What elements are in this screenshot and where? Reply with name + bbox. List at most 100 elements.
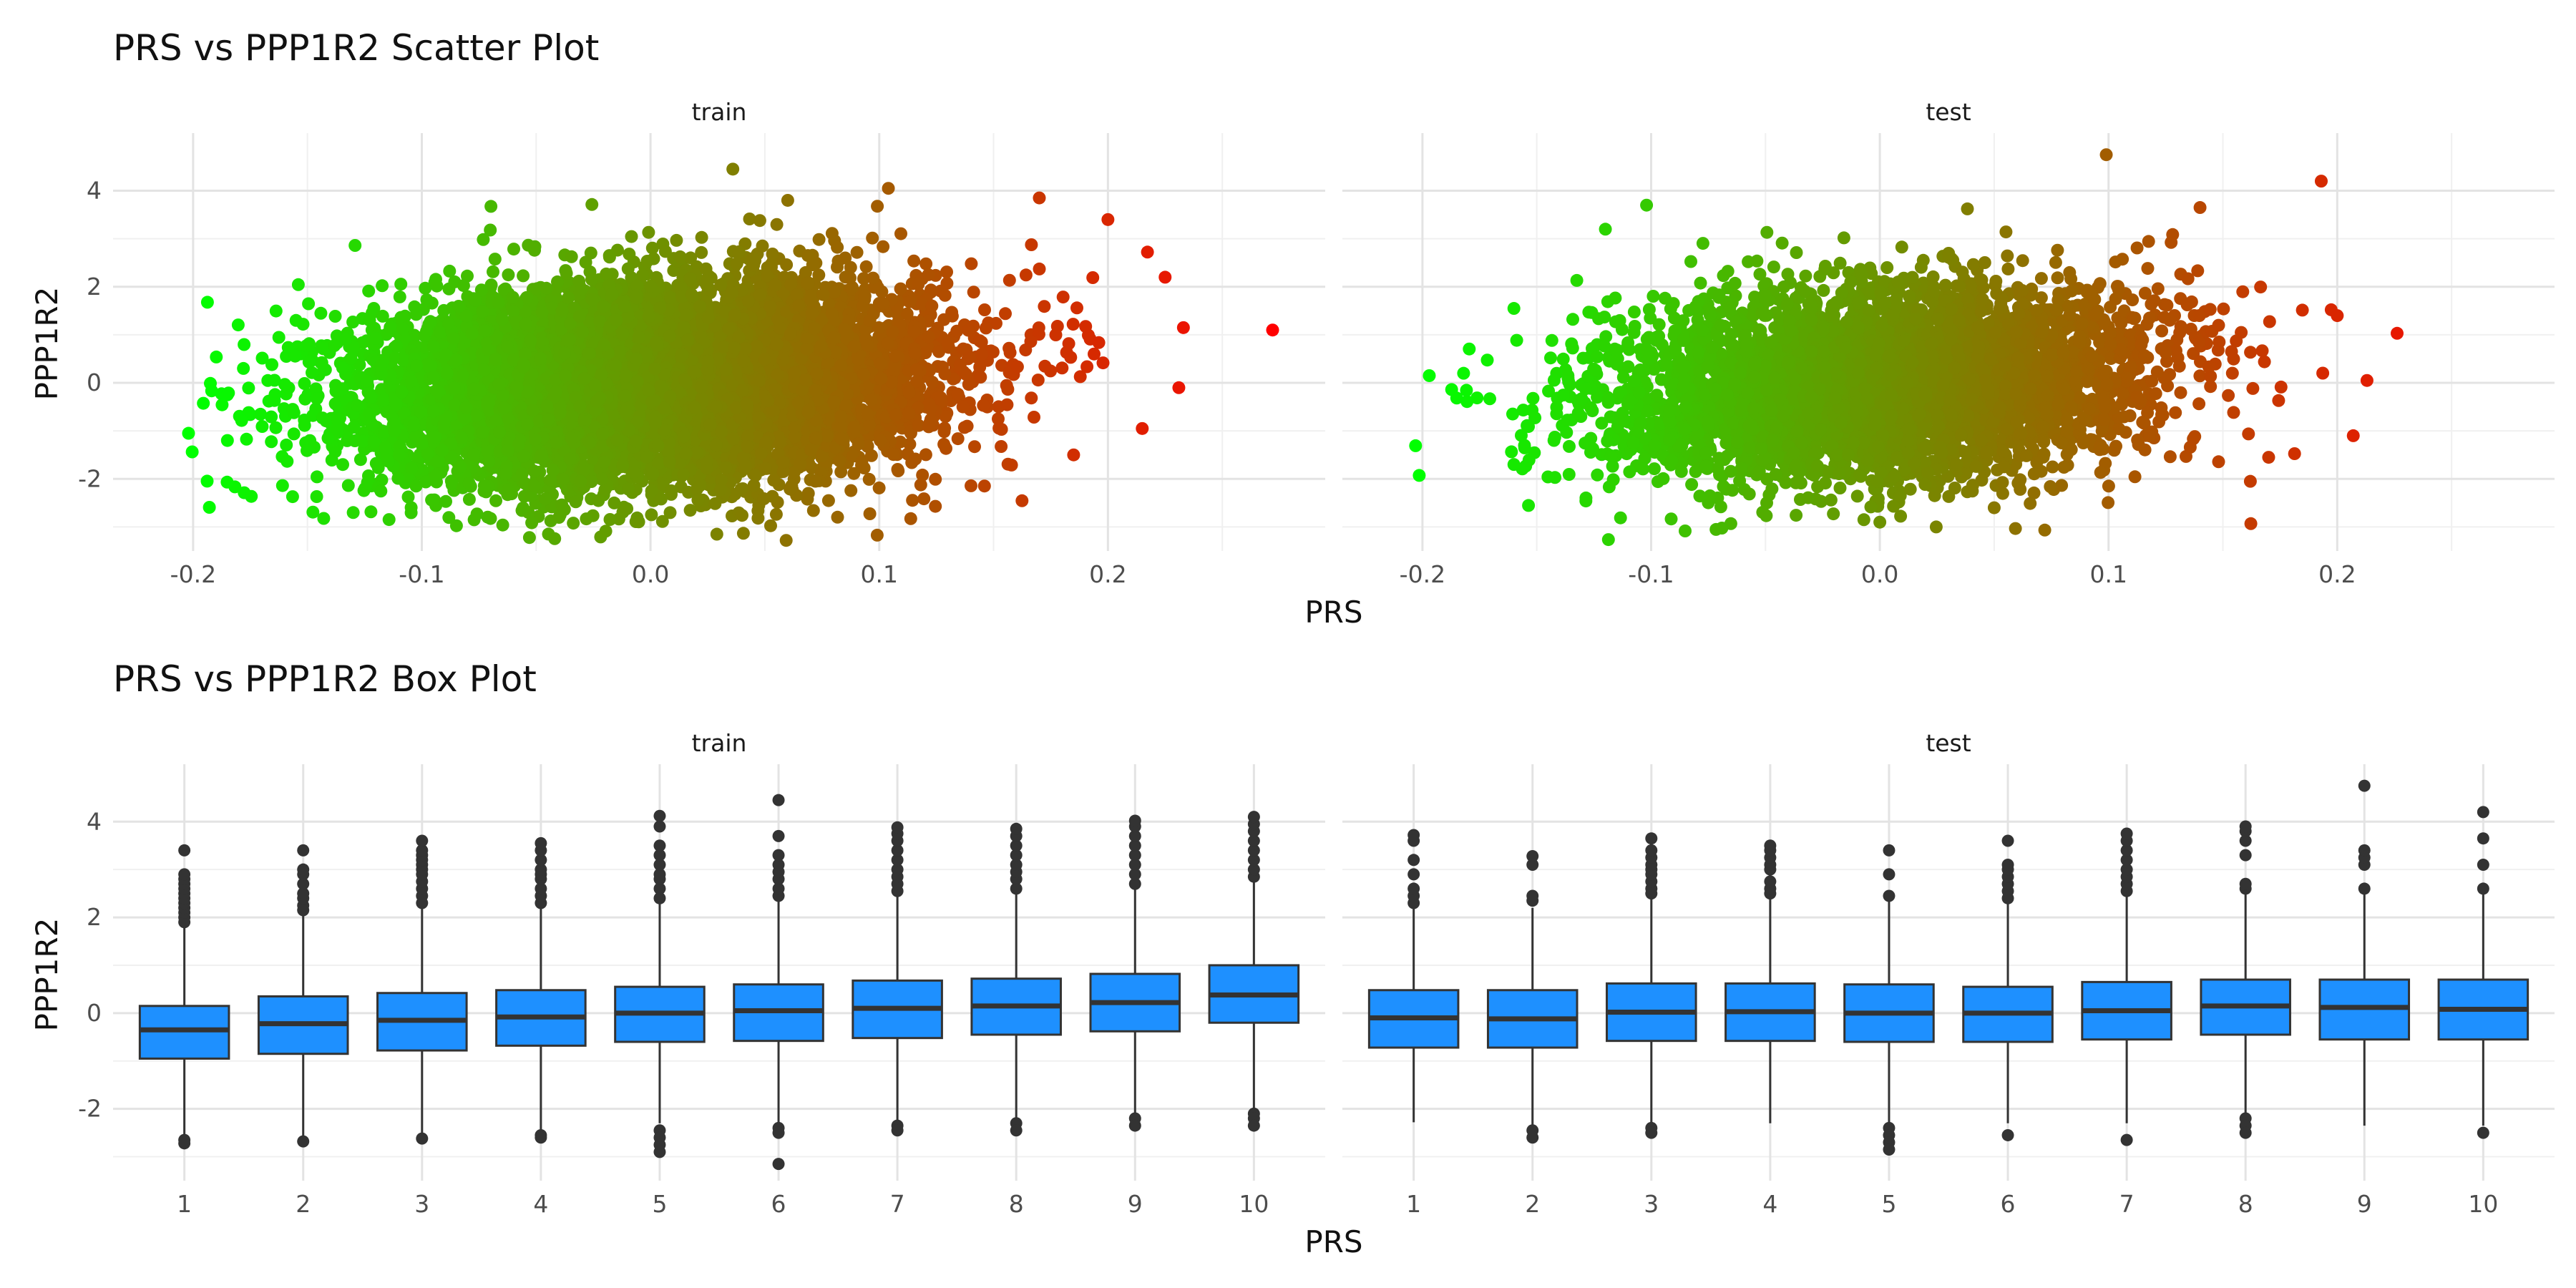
scatter-train-point (667, 264, 680, 277)
scatter-train-point (625, 230, 638, 243)
scatter-train-point (231, 318, 245, 332)
scatter-train-point (401, 490, 415, 504)
scatter-train-point (695, 245, 708, 259)
scatter-train-point (317, 512, 331, 525)
scatter-train-point (877, 240, 890, 253)
scatter-train-point (938, 288, 952, 302)
scatter-train-point (645, 508, 658, 522)
scatter-train-point (269, 421, 283, 434)
scatter-train-point (347, 421, 361, 434)
scatter-train-point (287, 427, 301, 441)
scatter-train-point (302, 297, 316, 311)
scatter-train-point (975, 336, 988, 348)
scatter-train-point (1003, 346, 1017, 359)
scatter-train-point (871, 200, 884, 213)
scatter-train-point (870, 528, 884, 542)
scatter-train-point (1025, 391, 1038, 405)
scatter-train-point (951, 387, 965, 401)
scatter-train-point (834, 465, 848, 479)
scatter-train-point (622, 482, 635, 496)
scatter-train-point (585, 273, 598, 286)
scatter-train-y-tick-label: -2 (78, 464, 102, 492)
scatter-train-point (1062, 337, 1075, 351)
scatter-train-point (764, 519, 777, 532)
scatter-train-point (238, 338, 251, 351)
scatter-train-point (900, 307, 914, 321)
scatter-train-point (844, 484, 858, 497)
scatter-train-point (222, 386, 235, 400)
scatter-train-point (242, 381, 255, 395)
scatter-train-point (1000, 398, 1014, 411)
scatter-train-point (286, 490, 299, 504)
scatter-train-point (364, 505, 378, 519)
box-facet-label-train: train (692, 729, 747, 757)
scatter-train-point (346, 316, 360, 328)
scatter-title: PRS vs PPP1R2 Scatter Plot (113, 27, 599, 69)
scatter-train-point (1055, 361, 1069, 375)
scatter-train-point (203, 501, 216, 514)
box-y-axis-title: PPP1R2 (29, 918, 64, 1032)
scatter-train-point (919, 257, 933, 270)
scatter-train-point (200, 296, 214, 309)
scatter-train-point (831, 260, 844, 274)
scatter-train-point (965, 479, 977, 492)
scatter-train-point (404, 501, 418, 514)
scatter-y-axis-title: PPP1R2 (29, 287, 64, 401)
scatter-train-point (844, 260, 857, 274)
scatter-train-x-tick-label: -0.2 (170, 560, 216, 588)
scatter-train-point (394, 278, 408, 291)
scatter-train-point (940, 265, 953, 279)
scatter-train-point (185, 445, 199, 459)
scatter-train-point (978, 303, 991, 316)
scatter-train-point (891, 463, 904, 476)
scatter-train-point (857, 272, 870, 286)
scatter-train-point (470, 507, 484, 521)
scatter-train-point (298, 377, 311, 390)
scatter-train-point (280, 454, 294, 468)
scatter-train-point (487, 265, 499, 278)
scatter-train-point (366, 306, 379, 320)
scatter-train-point (821, 494, 835, 507)
scatter-train-point (1028, 411, 1040, 424)
scatter-train-point (517, 269, 530, 283)
scatter-train-point (565, 250, 578, 263)
scatter-facet-label-train: train (692, 98, 747, 126)
scatter-train-x-tick-label: 0.2 (1089, 560, 1126, 588)
scatter-train-point (311, 470, 323, 484)
scatter-train-point (1038, 359, 1052, 373)
scatter-train-point (265, 358, 278, 371)
scatter-train-point (1056, 291, 1070, 304)
scatter-train-point (1141, 245, 1154, 259)
scatter-train-point (393, 290, 406, 303)
scatter-train-point (906, 494, 919, 507)
scatter-train-point (907, 254, 921, 268)
scatter-train-y-tick-label: 0 (87, 369, 102, 396)
scatter-train-x-tick-label: 0.0 (632, 560, 669, 588)
scatter-train-point (310, 490, 323, 503)
scatter-train-point (265, 435, 278, 449)
scatter-facet-label-test: test (1926, 98, 1971, 126)
scatter-train-x-tick-label: -0.1 (399, 560, 444, 588)
scatter-train-point (917, 492, 931, 506)
scatter-train-point (995, 423, 1008, 436)
scatter-train-x-tick-label: 0.1 (860, 560, 897, 588)
scatter-train-y-tick-label: 2 (87, 273, 102, 301)
scatter-train-point (673, 250, 687, 263)
scatter-train-point (850, 245, 864, 259)
scatter-train-point (462, 492, 476, 506)
scatter-train-point (1038, 300, 1051, 313)
scatter-x-axis-title: PRS (1304, 595, 1362, 630)
scatter-train-point (481, 510, 494, 524)
scatter-train-point (663, 506, 677, 519)
scatter-train-point (769, 507, 783, 521)
scatter-train-point (502, 268, 515, 282)
scatter-train-point (425, 493, 439, 507)
scatter-train-point (275, 479, 289, 492)
scatter-train-point (894, 227, 907, 240)
scatter-train-point (301, 444, 313, 457)
box-title: PRS vs PPP1R2 Box Plot (113, 658, 537, 700)
box-facet-label-test: test (1926, 729, 1971, 757)
scatter-train-point (298, 419, 311, 432)
scatter-train-point (439, 494, 452, 508)
